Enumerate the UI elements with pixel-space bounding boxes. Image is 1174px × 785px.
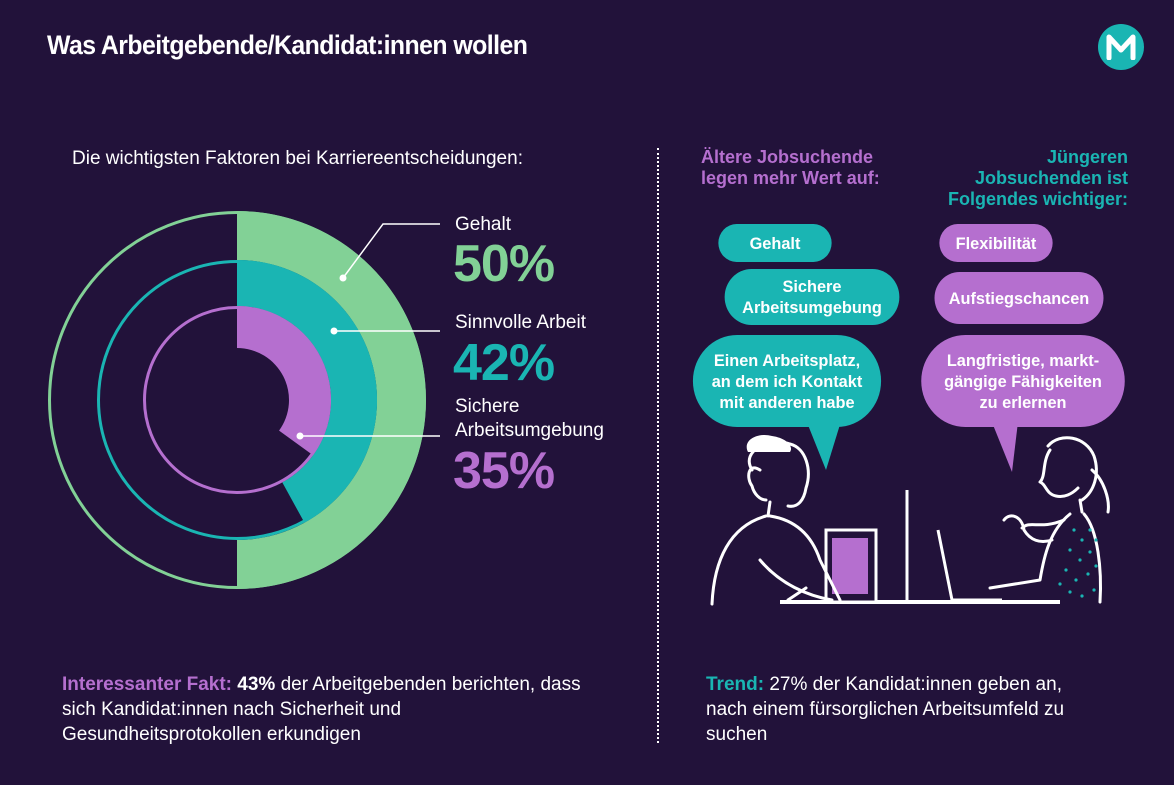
trend-note: Trend: 27% der Kandidat:innen geben an, … [706, 672, 1086, 747]
page-title: Was Arbeitgebende/Kandidat:innen wollen [47, 30, 528, 60]
bubble-flexibilitaet: Flexibilität [939, 224, 1053, 262]
fact-highlight: 43% [237, 674, 276, 695]
younger-person-dots [1058, 528, 1098, 598]
bubble-kontakt-arbeitsplatz: Einen Arbeitsplatz, an dem ich Kontakt m… [692, 335, 882, 427]
m-logo-icon [1106, 34, 1136, 60]
bubble-aufstiegschancen: Aufstiegschancen [934, 272, 1104, 324]
younger-person-icon [988, 436, 1110, 604]
bubble-faehigkeiten: Langfristige, markt- gängige Fähigkeiten… [921, 335, 1125, 427]
radial-bar-chart [48, 211, 440, 589]
chart-title: Die wichtigsten Faktoren bei Karriereent… [72, 148, 523, 169]
interview-illustration [710, 434, 1110, 606]
trend-text: 27% der Kandidat:innen geben an, nach ei… [706, 674, 1065, 745]
radial-bar-sinnvolle-arbeit [237, 260, 377, 523]
radial-bar-gehalt [237, 211, 426, 589]
older-jobseekers-title: Ältere Jobsuchende legen mehr Wert auf: [701, 147, 880, 188]
interesting-fact: Interessanter Fakt: 43% der Arbeitgebend… [62, 672, 602, 747]
bubble-gehalt: Gehalt [718, 224, 832, 262]
legend-value-gehalt: 50% [453, 235, 555, 293]
trend-label: Trend: [706, 674, 765, 695]
legend-value-sinnvolle-arbeit: 42% [453, 334, 555, 392]
leader-dot-sinnvolle-arbeit [330, 327, 338, 335]
leader-line-gehalt [342, 223, 440, 279]
legend-label-sinnvolle-arbeit: Sinnvolle Arbeit [455, 312, 586, 333]
legend-label-sichere-arbeitsumgebung: Sichere Arbeitsumgebung [455, 396, 604, 441]
brand-logo [1098, 24, 1144, 70]
radial-bar-sichere-arbeitsumgebung [237, 306, 331, 456]
dotted-divider [657, 148, 659, 743]
older-person-hair [746, 434, 792, 452]
leader-dot-sichere-arbeitsumgebung [296, 432, 304, 440]
fact-label: Interessanter Fakt: [62, 674, 233, 695]
bubble-sichere-arbeitsumgebung: Sichere Arbeitsumgebung [724, 269, 900, 325]
legend-label-gehalt: Gehalt [455, 214, 511, 235]
leader-dot-gehalt [339, 274, 347, 282]
laptop-right-icon [936, 529, 1002, 602]
legend-value-sichere-arbeitsumgebung: 35% [453, 442, 555, 500]
fact-text: der Arbeitgebenden berichten, dass sich … [62, 674, 581, 745]
younger-jobseekers-title: Jüngeren Jobsuchenden ist Folgendes wich… [947, 147, 1128, 209]
older-person-icon [710, 438, 842, 606]
